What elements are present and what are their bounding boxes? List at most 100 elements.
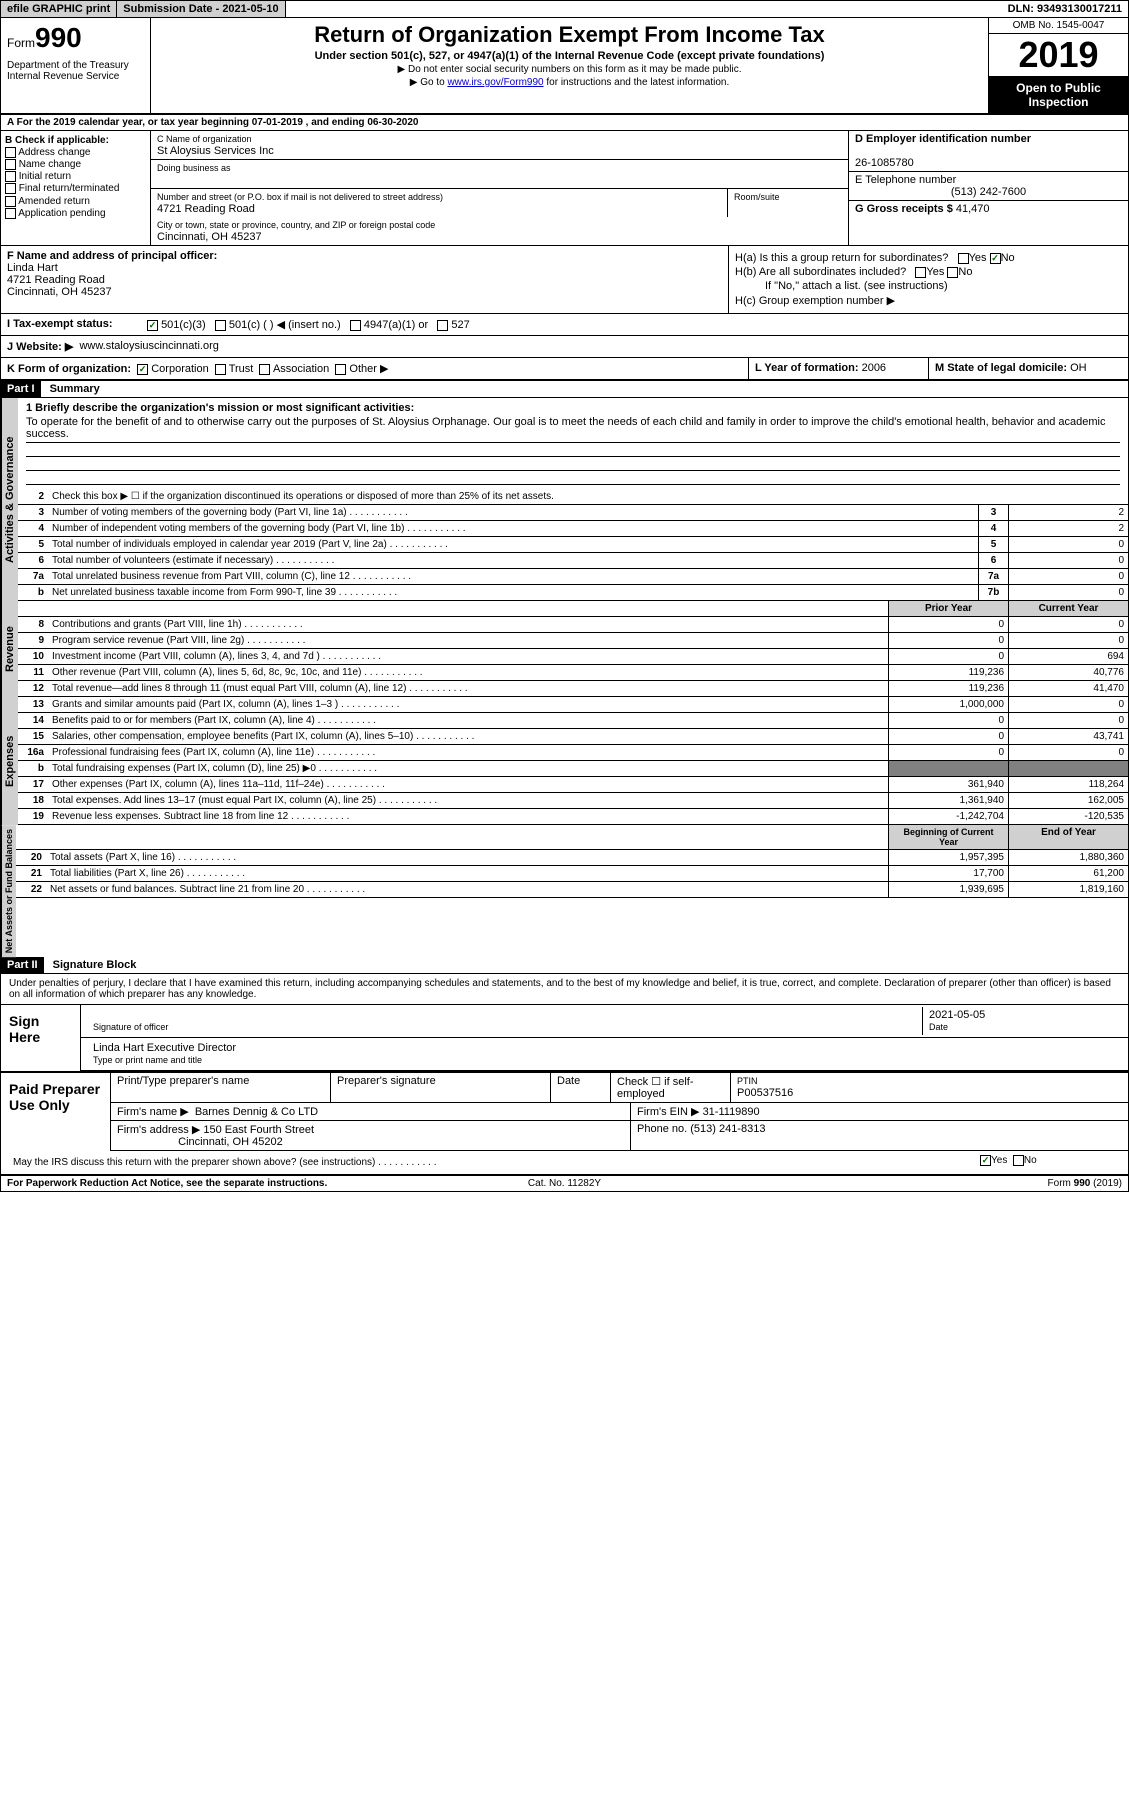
sig-intro: Under penalties of perjury, I declare th…	[1, 974, 1128, 1004]
omb-number: OMB No. 1545-0047	[989, 18, 1128, 34]
l-label: L Year of formation:	[755, 362, 859, 374]
firm-addr-label: Firm's address ▶	[117, 1124, 200, 1136]
527-checkbox[interactable]	[437, 320, 448, 331]
mission-text: To operate for the benefit of and to oth…	[26, 414, 1120, 443]
exp-line: 16aProfessional fundraising fees (Part I…	[18, 745, 1128, 761]
exp-line: 17Other expenses (Part IX, column (A), l…	[18, 777, 1128, 793]
officer-addr2: Cincinnati, OH 45237	[7, 286, 112, 298]
rev-line: 10Investment income (Part VIII, column (…	[18, 649, 1128, 665]
irs-link[interactable]: www.irs.gov/Form990	[447, 77, 543, 88]
footer: For Paperwork Reduction Act Notice, see …	[1, 1175, 1128, 1191]
501c3-checkbox[interactable]	[147, 320, 158, 331]
exp-line: 13Grants and similar amounts paid (Part …	[18, 697, 1128, 713]
officer-sig-label: Signature of officer	[93, 1022, 168, 1032]
officer-name: Linda Hart	[7, 262, 58, 274]
h-c: H(c) Group exemption number ▶	[735, 294, 1122, 307]
c-name-label: C Name of organization	[157, 134, 252, 144]
b-option[interactable]: Application pending	[5, 208, 146, 219]
other-checkbox[interactable]	[335, 364, 346, 375]
line2: Check this box ▶ ☐ if the organization d…	[48, 489, 1128, 504]
vert-net: Net Assets or Fund Balances	[1, 825, 16, 957]
prep-h4: Check ☐ if self-employed	[611, 1073, 731, 1102]
dba-label: Doing business as	[157, 163, 231, 173]
net-line: 21Total liabilities (Part X, line 26)17,…	[16, 866, 1128, 882]
b-option[interactable]: Address change	[5, 147, 146, 158]
pra-notice: For Paperwork Reduction Act Notice, see …	[7, 1178, 327, 1189]
summary-expenses: Expenses 13Grants and similar amounts pa…	[1, 697, 1128, 825]
b-option[interactable]: Name change	[5, 159, 146, 170]
state-domicile: OH	[1070, 362, 1087, 374]
rev-line: 8Contributions and grants (Part VIII, li…	[18, 617, 1128, 633]
corp-checkbox[interactable]	[137, 364, 148, 375]
ha-no-checkbox[interactable]	[990, 253, 1001, 264]
date-label: Date	[929, 1022, 948, 1032]
gross-label: G Gross receipts $	[855, 203, 953, 215]
ssn-note: ▶ Do not enter social security numbers o…	[155, 64, 984, 75]
row-j-website: J Website: ▶ www.staloysiuscincinnati.or…	[1, 336, 1128, 358]
preparer-block: Paid Preparer Use Only Print/Type prepar…	[1, 1072, 1128, 1151]
efile-button[interactable]: efile GRAPHIC print	[1, 1, 117, 17]
discuss-label: May the IRS discuss this return with the…	[9, 1155, 980, 1170]
form-container: efile GRAPHIC print Submission Date - 20…	[0, 0, 1129, 1192]
dln-number: DLN: 93493130017211	[1002, 1, 1128, 17]
assoc-checkbox[interactable]	[259, 364, 270, 375]
gross-value: 41,470	[956, 203, 990, 215]
vert-expenses: Expenses	[1, 697, 18, 825]
row-i-tax-exempt: I Tax-exempt status: 501(c)(3) 501(c) ( …	[1, 314, 1128, 336]
form-subtitle: Under section 501(c), 527, or 4947(a)(1)…	[155, 50, 984, 62]
form-number-footer: Form 990 (2019)	[750, 1178, 1122, 1189]
firm-ein: 31-1119890	[703, 1106, 760, 1118]
b-option[interactable]: Amended return	[5, 196, 146, 207]
j-label: J Website: ▶	[7, 340, 73, 353]
trust-checkbox[interactable]	[215, 364, 226, 375]
discuss-row: May the IRS discuss this return with the…	[1, 1151, 1128, 1175]
section-fh: F Name and address of principal officer:…	[1, 246, 1128, 314]
exp-line: 19Revenue less expenses. Subtract line 1…	[18, 809, 1128, 825]
exp-line: bTotal fundraising expenses (Part IX, co…	[18, 761, 1128, 777]
net-line: 22Net assets or fund balances. Subtract …	[16, 882, 1128, 898]
summary-net: Net Assets or Fund Balances Beginning of…	[1, 825, 1128, 957]
row-a-tax-year: A For the 2019 calendar year, or tax yea…	[1, 115, 1128, 131]
ptin-label: PTIN	[737, 1076, 758, 1086]
ha-yes-checkbox[interactable]	[958, 253, 969, 264]
phone-label: Phone no.	[637, 1123, 687, 1135]
top-bar: efile GRAPHIC print Submission Date - 20…	[1, 1, 1128, 18]
mission-label: 1 Briefly describe the organization's mi…	[26, 402, 414, 414]
ein-value: 26-1085780	[855, 157, 914, 169]
col-b-checkboxes: B Check if applicable: Address change Na…	[1, 131, 151, 245]
sig-name: Linda Hart Executive Director	[93, 1042, 236, 1054]
b-option[interactable]: Final return/terminated	[5, 183, 146, 194]
exp-line: 14Benefits paid to or for members (Part …	[18, 713, 1128, 729]
part2-title: Signature Block	[47, 957, 143, 973]
boy-header: Beginning of Current Year	[888, 825, 1008, 849]
4947-checkbox[interactable]	[350, 320, 361, 331]
discuss-yes-checkbox[interactable]	[980, 1155, 991, 1166]
501c-checkbox[interactable]	[215, 320, 226, 331]
room-label: Room/suite	[734, 192, 780, 202]
hb-yes-checkbox[interactable]	[915, 267, 926, 278]
b-option[interactable]: Initial return	[5, 171, 146, 182]
section-bcd: B Check if applicable: Address change Na…	[1, 131, 1128, 246]
gov-line: 4Number of independent voting members of…	[18, 521, 1128, 537]
prep-label: Paid Preparer Use Only	[1, 1073, 111, 1151]
year-formation: 2006	[862, 362, 886, 374]
prior-year-header: Prior Year	[888, 601, 1008, 616]
sign-here-label: Sign Here	[1, 1005, 81, 1071]
current-year-header: Current Year	[1008, 601, 1128, 616]
part2-badge: Part II	[1, 957, 44, 973]
prep-h3: Date	[551, 1073, 611, 1102]
addr-label: Number and street (or P.O. box if mail i…	[157, 192, 443, 202]
firm-ein-label: Firm's EIN ▶	[637, 1106, 700, 1118]
net-line: 20Total assets (Part X, line 16)1,957,39…	[16, 850, 1128, 866]
eoy-header: End of Year	[1008, 825, 1128, 849]
signature-block: Under penalties of perjury, I declare th…	[1, 974, 1128, 1072]
phone-value: (513) 241-8313	[690, 1123, 765, 1135]
discuss-no-checkbox[interactable]	[1013, 1155, 1024, 1166]
f-label: F Name and address of principal officer:	[7, 250, 217, 262]
row-klm: K Form of organization: Corporation Trus…	[1, 358, 1128, 381]
hb-no-checkbox[interactable]	[947, 267, 958, 278]
firm-addr: 150 East Fourth Street	[203, 1124, 314, 1136]
exp-line: 18Total expenses. Add lines 13–17 (must …	[18, 793, 1128, 809]
m-label: M State of legal domicile:	[935, 362, 1067, 374]
name-label: Type or print name and title	[93, 1055, 202, 1065]
